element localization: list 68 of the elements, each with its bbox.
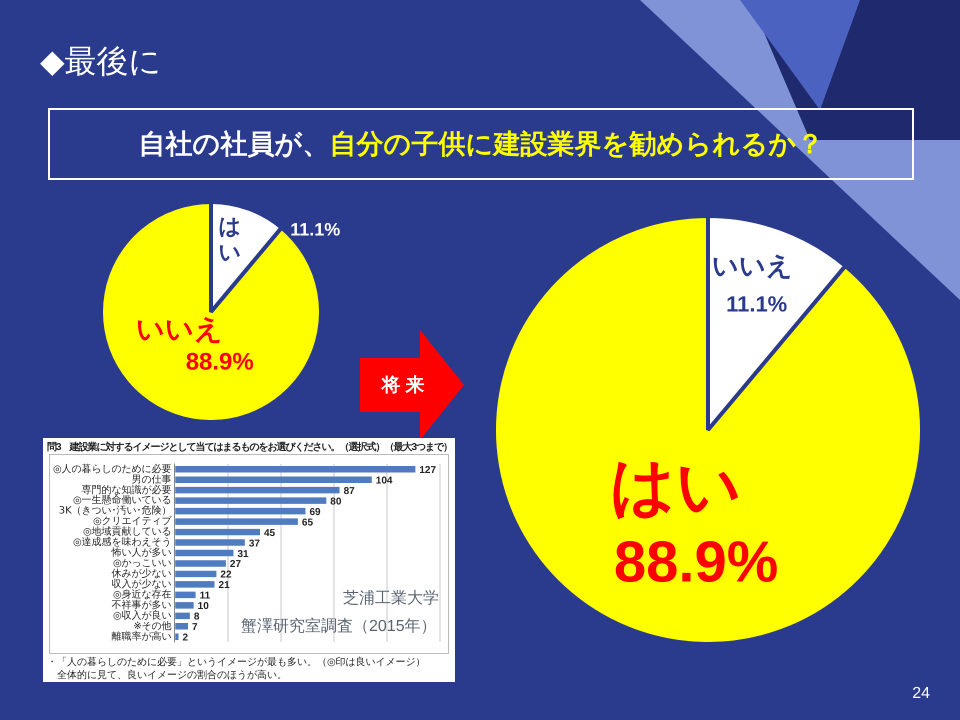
- y-tick-label: ◎地域貢献している: [82, 526, 172, 538]
- y-tick-label: 収入が少ない: [112, 578, 172, 590]
- slice-label: はい: [610, 450, 742, 522]
- data-label: 11.1%: [726, 291, 788, 316]
- bar: [175, 560, 226, 567]
- data-label: 80: [330, 496, 342, 508]
- slice-label: いいえ: [136, 314, 224, 345]
- bar: [175, 623, 188, 630]
- y-tick-label: 3K（きつい･汚い･危険）: [58, 504, 172, 517]
- bar: [175, 602, 194, 609]
- bar: [175, 476, 372, 483]
- slice-label: いいえ: [712, 250, 794, 280]
- data-label: 8: [194, 612, 200, 623]
- data-label: 11.1%: [290, 220, 340, 240]
- bar: [175, 550, 234, 556]
- annotation: 蟹澤研究室調査（2015年）: [241, 616, 437, 637]
- data-label: 31: [237, 548, 250, 560]
- bar: [175, 466, 416, 472]
- data-label: 11: [200, 590, 211, 602]
- annotation: 芝浦工業大学: [343, 588, 439, 609]
- y-tick-label: 男の仕事: [132, 473, 172, 486]
- data-label: 10: [198, 601, 210, 612]
- text: ◆最後に: [40, 42, 162, 81]
- data-label: 21: [218, 580, 230, 592]
- data-label: 69: [309, 506, 322, 518]
- data-label: 37: [248, 538, 260, 550]
- text: 自社の社員が、自分の子供に建設業界を勧められるか？: [138, 128, 824, 161]
- y-tick-label: ◎クリエイティブ: [92, 515, 173, 528]
- bar: [175, 539, 245, 546]
- y-tick-label: 休みが少ない: [112, 568, 172, 580]
- data-label: 27: [230, 559, 242, 570]
- bar: [175, 570, 216, 578]
- data-label: 87: [344, 486, 356, 497]
- chart-title: 問3 建設業に対するイメージとして当てはまるものをお選びください。（選択式）（最大3つまで）: [47, 440, 452, 454]
- y-tick-label: 怖い人が多い: [110, 546, 172, 559]
- slice-label: はい: [218, 214, 242, 265]
- y-tick-label: ◎一生懸命働いている: [72, 494, 172, 506]
- bar: [175, 508, 306, 514]
- data-label: 88.9%: [186, 348, 254, 376]
- text: 24: [911, 685, 930, 703]
- y-tick-label: ◎達成感を味わえそう: [72, 536, 172, 548]
- y-tick-label: ◎身近な存在: [112, 588, 172, 600]
- data-label: 104: [376, 475, 393, 486]
- data-label: 127: [419, 464, 436, 476]
- y-tick-label: ◎かっこいい: [112, 558, 172, 570]
- bar: [175, 612, 190, 620]
- y-tick-label: ◎人の暮らしのために必要: [52, 462, 172, 475]
- data-label: 45: [264, 528, 276, 539]
- y-tick-label: 不祥事が多い: [112, 598, 172, 611]
- data-label: 22: [220, 570, 232, 581]
- bar: [175, 581, 215, 588]
- y-tick-label: ◎収入が良い: [112, 609, 172, 622]
- y-tick-label: 離職率が高い: [112, 630, 172, 642]
- bar: [175, 497, 326, 504]
- bar: [175, 486, 340, 494]
- data-label: 88.9%: [614, 529, 778, 594]
- bar: [175, 528, 260, 536]
- y-tick-label: ※その他: [133, 620, 172, 632]
- data-label: 7: [192, 622, 198, 634]
- y-tick-label: 専門的な知識が必要: [82, 484, 172, 496]
- data-label: 65: [302, 517, 314, 528]
- data-label: 2: [182, 632, 189, 644]
- text: ・「人の暮らしのために必要」というイメージが最も多い。（◎印は良いイメージ）: [47, 656, 426, 669]
- bar: [175, 518, 298, 525]
- bar: [175, 592, 196, 598]
- text: 全体的に見て、良いイメージの割合のほうが高い。: [57, 668, 287, 682]
- text: 将 来: [380, 374, 426, 398]
- bar: [175, 634, 179, 640]
